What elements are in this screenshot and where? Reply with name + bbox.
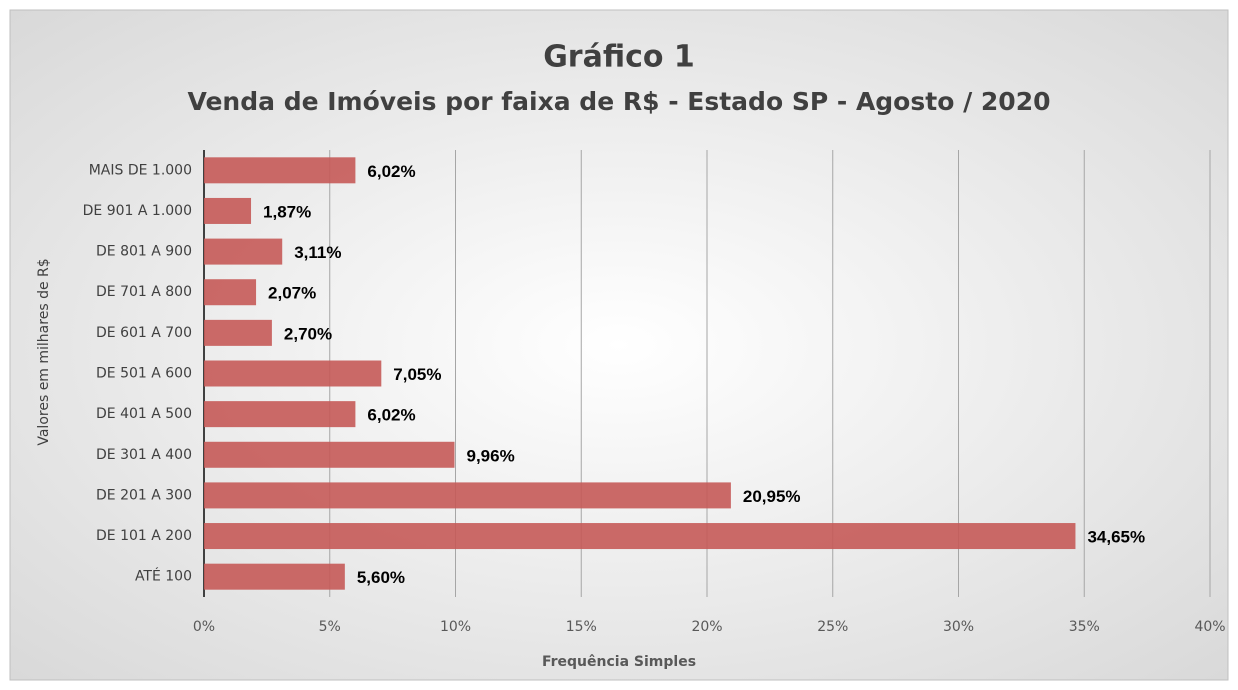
- y-tick-label: MAIS DE 1.000: [89, 162, 192, 178]
- x-tick-label: 0%: [193, 619, 215, 635]
- x-tick-label: 40%: [1194, 619, 1225, 635]
- y-tick-label: DE 201 A 300: [96, 487, 192, 503]
- bar: [204, 523, 1076, 550]
- y-tick-label: DE 101 A 200: [96, 528, 192, 544]
- y-tick-label: DE 701 A 800: [96, 284, 192, 300]
- y-tick-label: DE 601 A 700: [96, 325, 192, 341]
- chart-title: Gráfico 1: [543, 40, 695, 75]
- bar: [204, 441, 455, 468]
- x-tick-label: 20%: [691, 619, 722, 635]
- value-label: 34,65%: [1087, 528, 1145, 547]
- y-axis-label: Valores em milhares de R$: [36, 258, 52, 445]
- y-tick-label: DE 801 A 900: [96, 244, 192, 260]
- value-label: 2,07%: [268, 284, 316, 303]
- bar: [204, 279, 257, 306]
- bar: [204, 482, 731, 509]
- value-label: 2,70%: [284, 324, 332, 343]
- bar: [204, 563, 345, 590]
- bar: [204, 401, 356, 428]
- y-tick-label: DE 901 A 1.000: [83, 203, 192, 219]
- x-tick-label: 25%: [817, 619, 848, 635]
- x-axis-label: Frequência Simples: [542, 654, 696, 670]
- value-label: 1,87%: [263, 202, 311, 221]
- y-tick-label: DE 301 A 400: [96, 447, 192, 463]
- bar: [204, 238, 283, 265]
- x-tick-label: 5%: [319, 619, 341, 635]
- value-label: 6,02%: [367, 162, 415, 181]
- value-label: 7,05%: [393, 365, 441, 384]
- value-label: 9,96%: [466, 446, 514, 465]
- chart-subtitle: Venda de Imóveis por faixa de R$ - Estad…: [187, 87, 1050, 116]
- bar: [204, 360, 382, 387]
- x-tick-label: 35%: [1069, 619, 1100, 635]
- value-label: 6,02%: [367, 406, 415, 425]
- y-tick-label: DE 401 A 500: [96, 406, 192, 422]
- bar: [204, 197, 252, 224]
- value-label: 3,11%: [294, 243, 341, 262]
- value-label: 5,60%: [357, 568, 405, 587]
- bar: [204, 157, 356, 184]
- x-tick-label: 30%: [943, 619, 974, 635]
- y-tick-label: ATÉ 100: [135, 568, 192, 585]
- x-tick-label: 10%: [440, 619, 471, 635]
- bar: [204, 319, 272, 346]
- x-tick-label: 15%: [566, 619, 597, 635]
- y-tick-label: DE 501 A 600: [96, 366, 192, 382]
- value-label: 20,95%: [743, 487, 801, 506]
